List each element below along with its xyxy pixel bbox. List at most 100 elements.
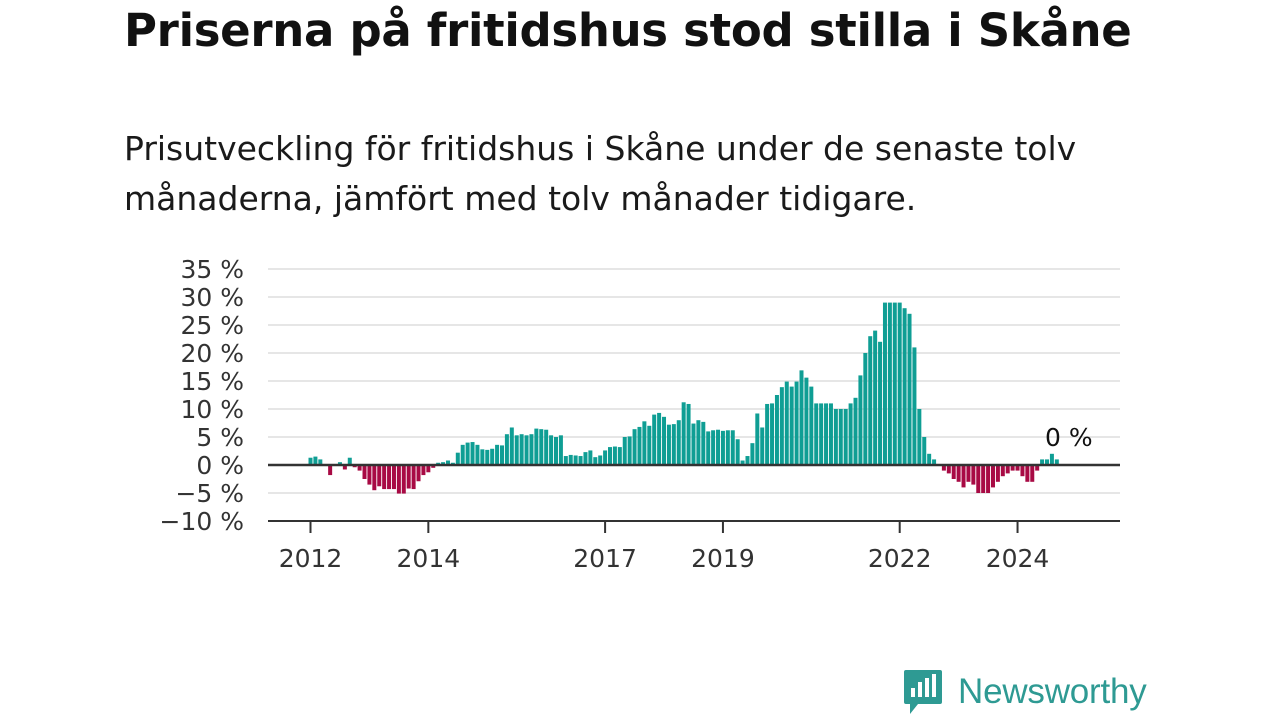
- newsworthy-brand: Newsworthy: [902, 668, 1147, 716]
- bar: [941, 465, 946, 471]
- bar: [858, 375, 863, 465]
- bar: [337, 462, 342, 465]
- x-tick-label: 2024: [986, 544, 1050, 573]
- bar: [711, 430, 716, 465]
- bar: [819, 403, 824, 465]
- bar: [328, 465, 333, 476]
- bar: [770, 403, 775, 465]
- bar: [647, 425, 652, 465]
- y-tick-label: 35 %: [180, 255, 244, 284]
- y-tick-label: 20 %: [180, 339, 244, 368]
- bar: [956, 465, 961, 482]
- bar: [927, 453, 932, 465]
- bar: [416, 465, 421, 482]
- bar: [995, 465, 1000, 482]
- bar: [779, 387, 784, 465]
- bar: [720, 430, 725, 465]
- bar: [1000, 465, 1005, 477]
- bar: [470, 442, 475, 465]
- bar: [637, 426, 642, 465]
- bar: [357, 465, 362, 471]
- bar: [666, 424, 671, 465]
- bar: [1035, 465, 1040, 471]
- bar: [971, 465, 976, 485]
- bar: [652, 414, 657, 465]
- bar: [465, 442, 470, 465]
- bar: [824, 403, 829, 465]
- bar: [696, 420, 701, 465]
- bar: [460, 444, 465, 465]
- bar: [313, 456, 318, 465]
- bar: [622, 437, 627, 465]
- bar: [1025, 465, 1030, 482]
- bar: [976, 465, 981, 493]
- bar: [617, 447, 622, 465]
- bar: [691, 423, 696, 465]
- x-tick-label: 2012: [279, 544, 343, 573]
- bar: [1005, 465, 1010, 474]
- bar: [593, 457, 598, 465]
- bar: [917, 409, 922, 465]
- y-tick-label: 10 %: [180, 395, 244, 424]
- bar: [981, 465, 986, 493]
- bar: [843, 409, 848, 465]
- bar: [588, 450, 593, 465]
- bar: [608, 447, 613, 465]
- y-tick-label: 5 %: [196, 423, 244, 452]
- bar: [544, 429, 549, 465]
- bar: [1020, 465, 1025, 477]
- bar: [725, 430, 730, 465]
- bar: [1015, 465, 1020, 471]
- bar: [932, 459, 937, 465]
- bar: [892, 302, 897, 465]
- y-tick-label: −5 %: [175, 479, 244, 508]
- bar: [573, 455, 578, 465]
- y-tick-label: 25 %: [180, 311, 244, 340]
- bar: [990, 465, 995, 488]
- bar: [529, 434, 534, 465]
- bar: [951, 465, 956, 479]
- bar: [514, 435, 519, 465]
- bar: [347, 457, 352, 465]
- y-tick-label: −10 %: [160, 507, 244, 536]
- bar: [897, 302, 902, 465]
- bar: [922, 437, 927, 465]
- bar: [455, 452, 460, 465]
- bar: [524, 435, 529, 465]
- bar: [396, 465, 401, 494]
- newsworthy-logo-icon: [904, 670, 942, 714]
- bar: [986, 465, 991, 493]
- bar: [750, 443, 755, 465]
- bar: [848, 403, 853, 465]
- bar: [549, 435, 554, 465]
- bar: [887, 302, 892, 465]
- bar: [1054, 459, 1059, 465]
- bar: [485, 449, 490, 465]
- bar: [853, 397, 858, 465]
- chart-subtitle: Prisutveckling för fritidshus i Skåne un…: [124, 129, 1077, 218]
- bar: [961, 465, 966, 488]
- axes: [268, 463, 1120, 522]
- annotations: 0 %: [1045, 423, 1093, 452]
- bar: [642, 421, 647, 465]
- bars: [308, 302, 1059, 494]
- bar: [878, 341, 883, 465]
- bar: [701, 421, 706, 465]
- bar: [833, 409, 838, 465]
- bar: [676, 420, 681, 465]
- x-tick-label: 2017: [573, 544, 637, 573]
- bar: [735, 439, 740, 465]
- last-value-label: 0 %: [1045, 423, 1093, 452]
- bar: [612, 446, 617, 465]
- bar: [406, 465, 411, 489]
- bar: [814, 403, 819, 465]
- x-tick-label: 2014: [397, 544, 461, 573]
- bar: [1045, 459, 1049, 465]
- bar: [662, 416, 667, 465]
- bar: [539, 429, 544, 465]
- bar: [475, 444, 480, 465]
- bar: [907, 313, 912, 465]
- bar: [445, 460, 450, 465]
- bar: [480, 449, 485, 465]
